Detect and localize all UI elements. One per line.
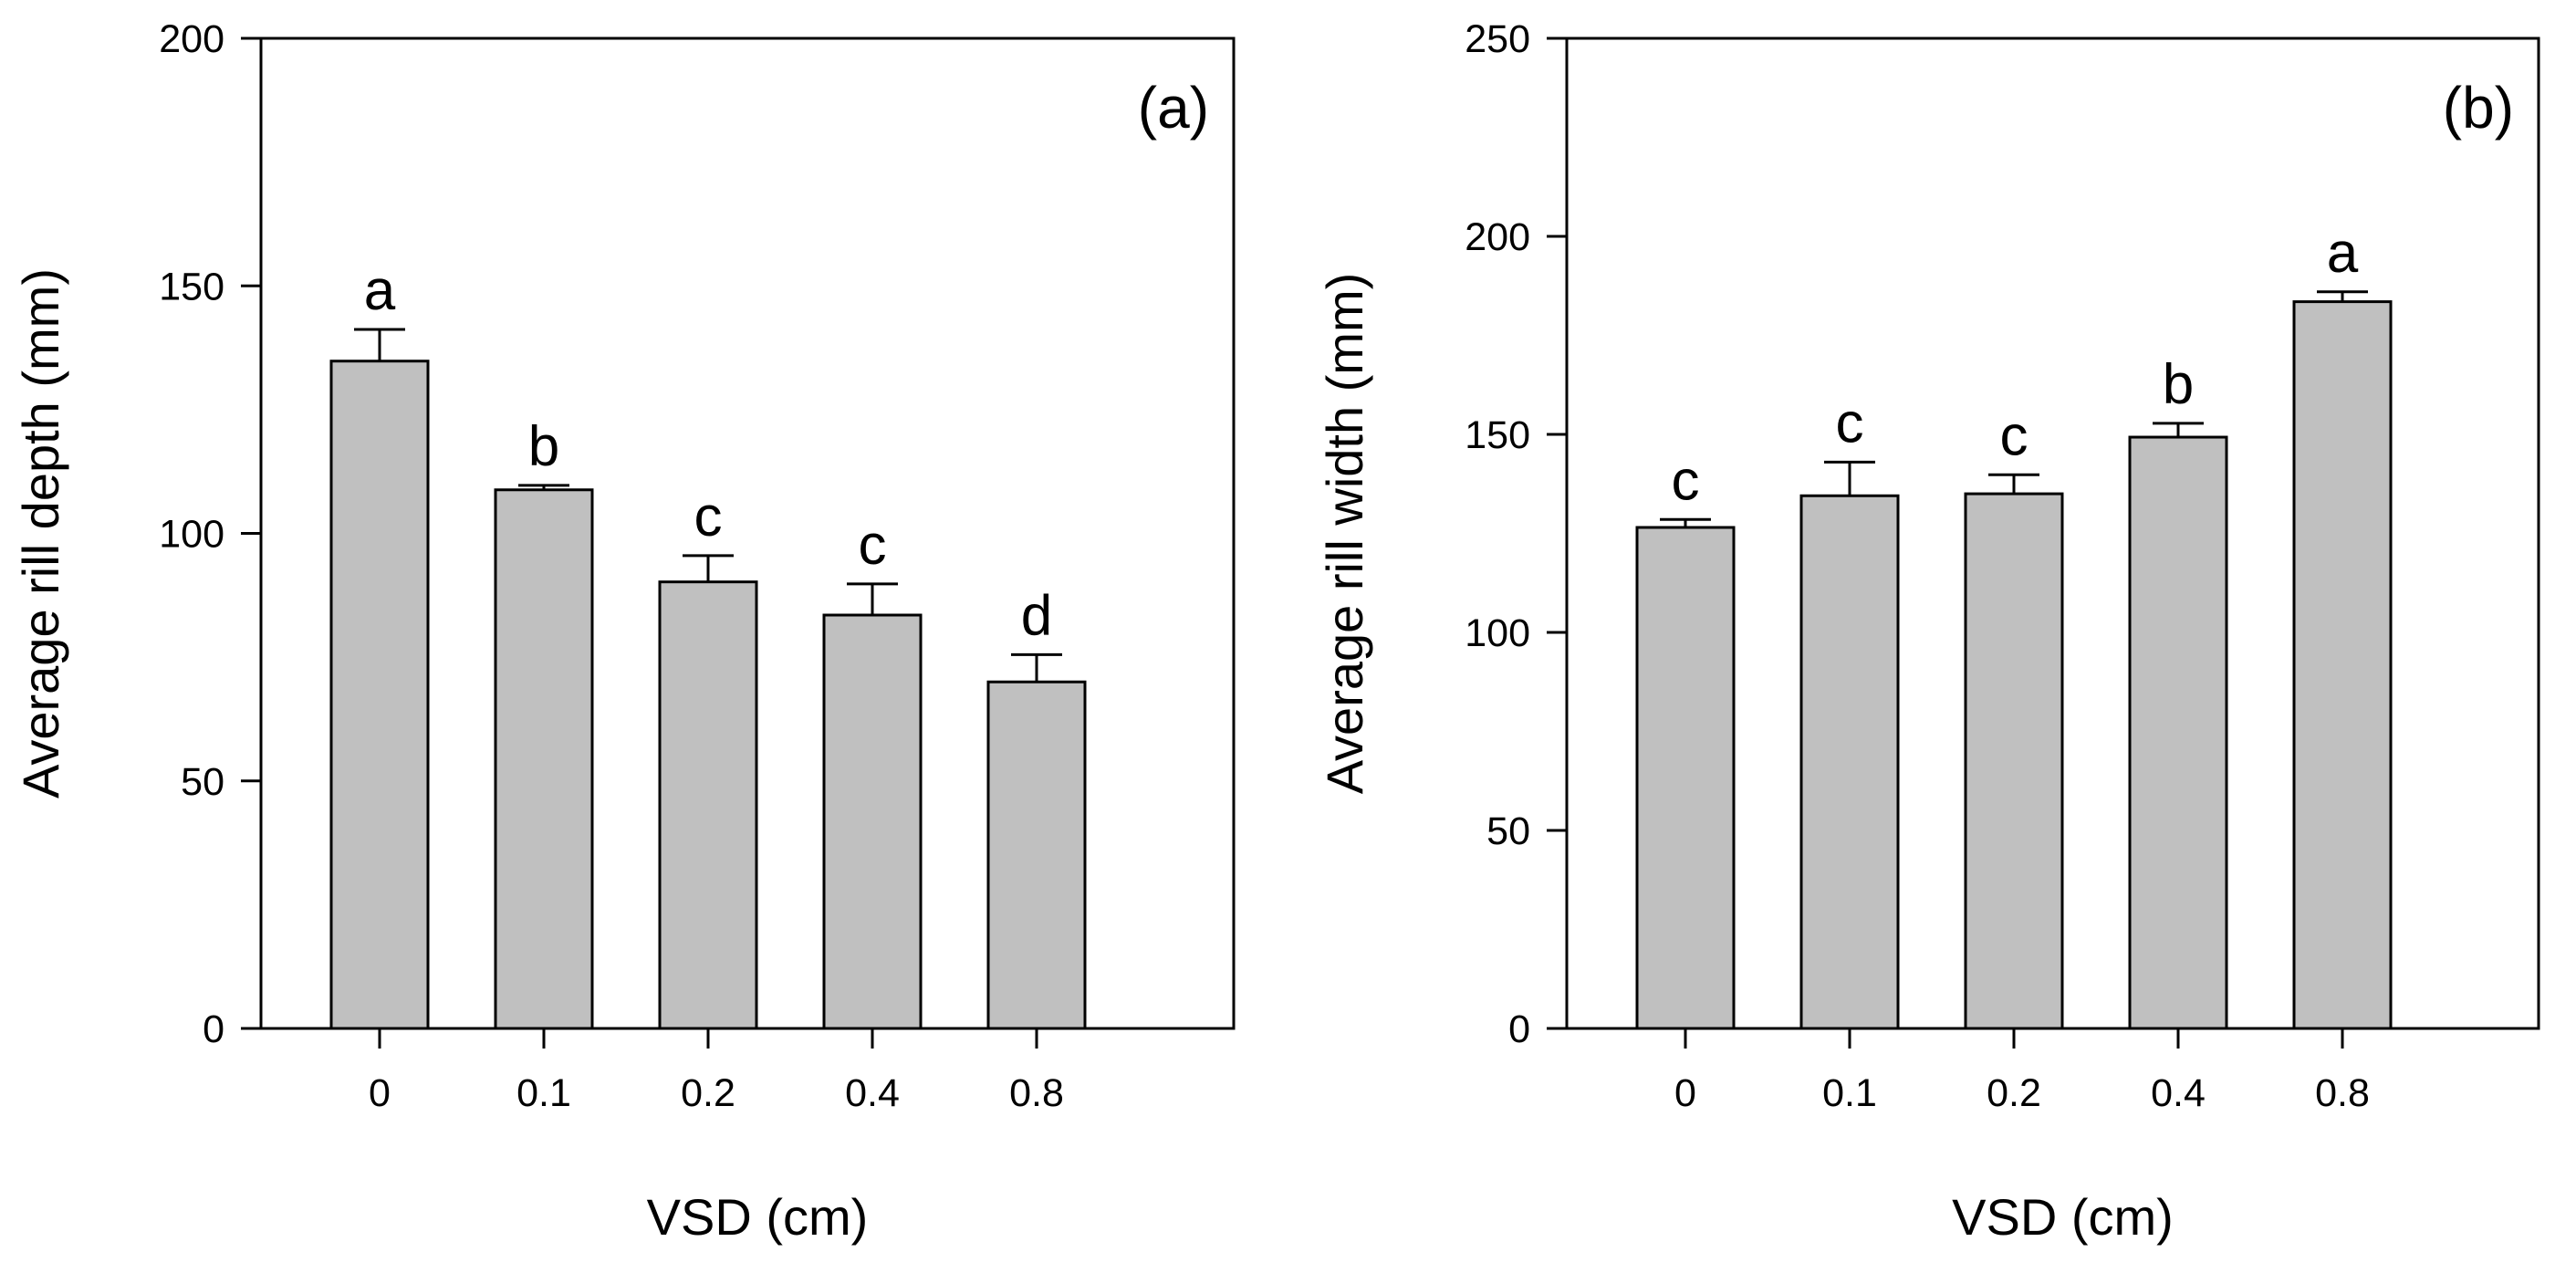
significance-letter: c <box>1836 391 1864 454</box>
significance-letter: c <box>694 485 723 548</box>
panel-label: (a) <box>1138 75 1209 141</box>
y-tick-label: 50 <box>1486 809 1530 853</box>
x-tick-label: 0.2 <box>681 1071 735 1115</box>
x-tick-label: 0.1 <box>516 1071 571 1115</box>
x-tick-label: 0.8 <box>2315 1071 2370 1115</box>
y-tick-label: 100 <box>1465 611 1530 655</box>
x-axis-title: VSD (cm) <box>1952 1188 2174 1246</box>
bar <box>658 580 758 1030</box>
x-tick-label: 0.8 <box>1009 1071 1064 1115</box>
significance-letter: c <box>2000 404 2028 467</box>
bar <box>1964 492 2064 1030</box>
y-tick-label: 0 <box>1508 1007 1530 1051</box>
panel-a: 0 50 100 150 200 0 a 0.1 b 0.2 c 0.4 c 0.8 d (a) VSD (cm… <box>12 17 1236 1246</box>
significance-letter: a <box>2327 222 2359 285</box>
y-axis-title: Average rill depth (mm) <box>12 268 69 798</box>
y-tick-label: 150 <box>1465 413 1530 457</box>
significance-letter: c <box>1672 449 1700 512</box>
bar <box>1799 494 1900 1030</box>
x-tick-label: 0 <box>1674 1071 1696 1115</box>
panel-label: (b) <box>2443 75 2514 141</box>
bar <box>2128 435 2228 1030</box>
y-tick-label: 250 <box>1465 17 1530 61</box>
y-tick-label: 200 <box>1465 215 1530 259</box>
bar <box>822 613 923 1030</box>
x-tick-label: 0.2 <box>1987 1071 2041 1115</box>
x-tick-label: 0 <box>369 1071 391 1115</box>
significance-letter: b <box>528 415 559 478</box>
y-tick-label: 50 <box>181 760 224 804</box>
bar <box>986 680 1087 1030</box>
y-tick-label: 200 <box>159 17 224 61</box>
y-tick-label: 0 <box>203 1007 224 1051</box>
significance-letter: c <box>859 514 887 577</box>
y-tick-label: 150 <box>159 265 224 308</box>
bar <box>1635 526 1736 1030</box>
x-tick-label: 0.4 <box>845 1071 900 1115</box>
significance-letter: b <box>2163 353 2194 416</box>
y-tick-label: 100 <box>159 513 224 557</box>
x-tick-label: 0.4 <box>2151 1071 2206 1115</box>
bar <box>2292 300 2393 1030</box>
significance-letter: d <box>1021 584 1052 647</box>
y-axis-title: Average rill width (mm) <box>1316 273 1373 795</box>
bar <box>329 360 430 1030</box>
significance-letter: a <box>364 259 396 322</box>
x-tick-label: 0.1 <box>1822 1071 1877 1115</box>
bar <box>494 488 594 1030</box>
x-axis-title: VSD (cm) <box>647 1188 869 1246</box>
panel-b: 0 50 100 150 200 250 0 c 0.1 c 0.2 c 0.4 b 0.8 a (b) VSD … <box>1316 17 2540 1246</box>
